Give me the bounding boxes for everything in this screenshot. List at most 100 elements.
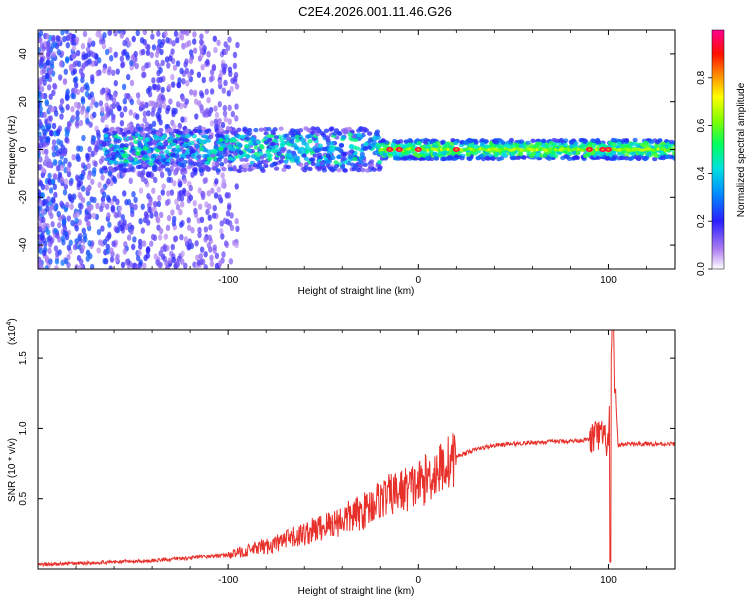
heatmap-cell: [38, 62, 44, 69]
heatmap-cell: [62, 78, 68, 85]
heatmap-cell: [178, 208, 183, 216]
heatmap-cell: [204, 88, 209, 95]
heatmap-cell: [95, 129, 101, 136]
heatmap-cell: [53, 173, 58, 181]
heatmap-cell: [184, 138, 190, 143]
heatmap-cell: [75, 115, 80, 122]
heatmap-cell: [179, 162, 185, 168]
heatmap-cell: [123, 143, 129, 148]
heatmap-cell: [128, 109, 134, 116]
heatmap-cell: [214, 111, 220, 119]
heatmap-cell: [162, 140, 169, 145]
heatmap-cell: [128, 126, 135, 132]
heatmap-cell: [242, 168, 248, 173]
heatmap-cell: [73, 82, 79, 89]
heatmap-cell: [63, 183, 69, 190]
heatmap-cell: [149, 240, 154, 247]
heatmap-cell: [196, 154, 202, 160]
heatmap-cell: [116, 153, 122, 158]
heatmap-cell: [72, 60, 77, 68]
heatmap-cell: [144, 121, 150, 129]
heatmap-cell: [308, 157, 315, 162]
heatmap-cell: [128, 177, 133, 185]
heatmap-cell: [158, 119, 163, 126]
heatmap-cell: [135, 159, 142, 165]
heatmap-cell: [79, 258, 84, 265]
heatmap-cell: [189, 149, 195, 154]
heatmap-cell: [108, 265, 113, 269]
heatmap-cell: [181, 43, 186, 50]
heatmap-cell: [220, 233, 225, 240]
heatmap-cell: [193, 207, 198, 215]
heatmap-cell: [203, 251, 208, 258]
heatmap-cell: [53, 204, 59, 211]
heatmap-cell: [197, 187, 202, 194]
colorbar-ticks: 0.0 0.2 0.4 0.6 0.8: [696, 70, 712, 276]
heatmap-cell: [54, 265, 59, 269]
heatmap-cell: [100, 155, 105, 163]
heatmap-cell: [195, 254, 200, 261]
heatmap-cell: [142, 110, 148, 118]
heatmap-cell: [142, 216, 148, 224]
heatmap-cell: [119, 119, 125, 127]
heatmap-cell: [554, 138, 560, 144]
heatmap-cell: [479, 153, 485, 158]
heatmap-cell: [181, 78, 186, 85]
heatmap-cell: [38, 101, 41, 108]
heatmap-cell: [74, 238, 79, 245]
heatmap-cell: [89, 263, 95, 269]
heatmap-cell: [51, 89, 56, 97]
heatmap-cell: [123, 241, 128, 248]
heatmap-cell: [246, 132, 252, 137]
heatmap-cell: [376, 159, 383, 165]
heatmap-cell: [612, 138, 619, 143]
heatmap-cell: [50, 178, 56, 185]
heatmap-cell: [146, 110, 151, 117]
heatmap-cell: [352, 156, 358, 162]
heatmap-cell: [38, 142, 44, 149]
heatmap-cell: [62, 225, 68, 232]
heatmap-cell: [171, 256, 176, 264]
heatmap-cell: [180, 95, 186, 102]
heatmap-cell: [624, 144, 630, 149]
snr-y-ticks: 0.5 1.0 1.5: [18, 351, 675, 506]
heatmap-cell: [115, 68, 120, 75]
heatmap-cell: [38, 191, 42, 198]
heatmap-cell: [480, 138, 486, 143]
heatmap-cell: [58, 61, 64, 68]
heatmap-cell: [236, 168, 242, 173]
heatmap-cell: [59, 98, 65, 105]
heatmap-cell: [188, 57, 194, 65]
heatmap-cell: [87, 146, 92, 153]
heatmap-cell: [100, 225, 105, 232]
heatmap-cell: [273, 144, 279, 150]
heatmap-cell: [303, 165, 309, 170]
heatmap-cell: [148, 123, 153, 130]
heatmap-cell: [255, 156, 261, 162]
heatmap-cell: [109, 104, 114, 111]
heatmap-cell: [61, 218, 67, 226]
heatmap-cell: [174, 198, 179, 205]
heatmap-cell: [164, 260, 169, 267]
heatmap-cell: [120, 61, 125, 69]
heatmap-cell: [129, 98, 135, 106]
heatmap-cell: [98, 100, 104, 107]
heatmap-cell: [113, 91, 118, 98]
heatmap-cell: [131, 191, 136, 198]
heatmap-cell: [119, 111, 125, 118]
heatmap-cell: [59, 176, 65, 184]
heatmap-cell: [215, 168, 221, 173]
heatmap-cell: [60, 30, 65, 36]
heatmap-cell: [86, 105, 91, 113]
heatmap-cell: [432, 142, 438, 147]
heatmap-cell: [102, 257, 107, 265]
heatmap-cell: [214, 161, 220, 168]
heatmap-cell: [146, 44, 151, 51]
heatmap-cell: [157, 38, 162, 46]
heatmap-cell: [50, 221, 55, 228]
heatmap-cell: [213, 105, 218, 112]
heatmap-cell: [39, 42, 45, 49]
heatmap-hotspot-core: [397, 148, 401, 151]
heatmap-cell: [299, 137, 306, 143]
heatmap-cell: [188, 145, 194, 151]
